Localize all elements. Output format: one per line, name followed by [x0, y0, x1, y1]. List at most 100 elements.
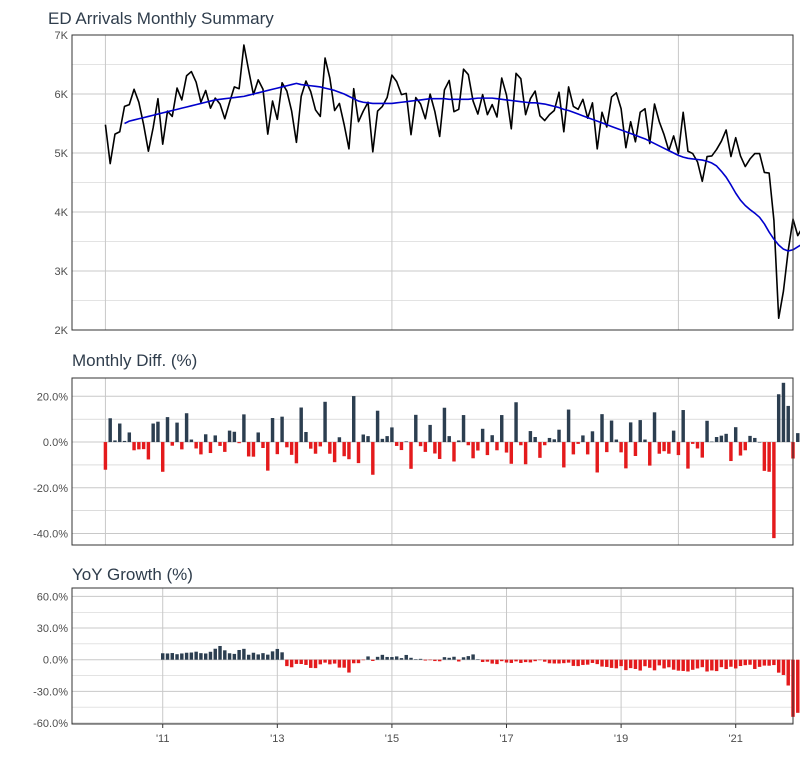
- yoy-growth-bar: [733, 659, 738, 669]
- monthly-diff-bar: [648, 442, 652, 466]
- monthly-diff-bar: [428, 424, 432, 443]
- monthly-diff-bar: [289, 442, 294, 455]
- monthly-diff-bar: [309, 442, 313, 449]
- monthly-diff-bar: [595, 442, 599, 473]
- yoy-growth-bar: [781, 659, 786, 675]
- monthly-diff-bar: [552, 439, 556, 443]
- y-tick-label: 0.0%: [43, 437, 68, 449]
- yoy-growth-bar: [600, 659, 604, 667]
- monthly-diff-bar: [414, 414, 418, 443]
- yoy-growth-bar: [385, 656, 389, 660]
- yoy-growth-bar: [662, 659, 666, 669]
- yoy-growth-bar: [585, 659, 590, 665]
- monthly-diff-bar: [547, 437, 552, 443]
- monthly-diff-bar: [786, 405, 790, 443]
- monthly-diff-bar: [323, 401, 327, 443]
- monthly-diff-bar: [705, 420, 709, 443]
- monthly-diff-bar: [590, 431, 595, 443]
- monthly-diff-bar: [132, 442, 136, 451]
- monthly-diff-bar: [261, 442, 265, 448]
- yoy-growth-bar: [796, 659, 800, 713]
- monthly-diff-bar: [270, 418, 275, 443]
- yoy-growth-bar: [232, 653, 237, 660]
- monthly-diff-bar: [676, 442, 681, 456]
- monthly-diff-bar: [619, 442, 623, 453]
- yoy-growth-bars: [161, 645, 800, 717]
- monthly-diff-bar: [638, 420, 642, 443]
- monthly-diff-bar: [328, 442, 332, 454]
- yoy-growth-bar: [695, 659, 700, 669]
- yoy-growth-bar: [538, 659, 542, 661]
- yoy-growth-bar: [328, 659, 332, 665]
- monthly-diff-bar: [242, 414, 246, 443]
- yoy-growth-bar: [528, 659, 533, 663]
- yoy-growth-bar: [523, 659, 528, 663]
- monthly-diff-bar: [566, 409, 571, 443]
- monthly-diff-bar: [299, 407, 303, 443]
- x-tick-label: '11: [156, 733, 170, 745]
- monthly-diff-bar: [714, 437, 719, 443]
- yoy-growth-bar: [208, 651, 213, 660]
- monthly-diff-bar: [218, 442, 222, 446]
- yoy-growth-bar: [667, 659, 671, 668]
- y-tick-label: -30.0%: [33, 686, 68, 698]
- yoy-growth-bar: [738, 659, 743, 667]
- x-tick-label: '19: [614, 733, 628, 745]
- arrivals-series-line: [104, 44, 800, 320]
- yoy-growth-bar: [199, 653, 203, 660]
- monthly-diff-bar: [581, 435, 585, 443]
- monthly-diff-bar: [347, 442, 351, 460]
- monthly-diff-bar: [189, 439, 194, 443]
- y-tick-label: 7K: [55, 30, 69, 42]
- yoy-growth-bar: [648, 659, 652, 668]
- yoy-growth-bar: [423, 659, 428, 661]
- monthly-diff-bar: [208, 442, 213, 454]
- yoy-growth-bar: [628, 659, 633, 669]
- yoy-growth-bar: [552, 659, 556, 664]
- arrivals-panel-title: ED Arrivals Monthly Summary: [48, 9, 274, 28]
- monthly-diff-bar: [767, 442, 771, 472]
- yoy-growth-bar: [757, 659, 762, 667]
- yoy-growth-bar: [418, 658, 423, 660]
- yoy-growth-bar: [605, 659, 609, 667]
- yoy-growth-bar: [184, 652, 189, 660]
- yoy-growth-bar: [495, 659, 499, 665]
- yoy-growth-bar: [633, 659, 638, 669]
- yoy-growth-bar: [242, 648, 246, 660]
- yoy-growth-bar: [165, 653, 170, 660]
- monthly-diff-bar: [609, 420, 614, 443]
- monthly-diff-bar: [600, 414, 604, 443]
- yoy-growth-bar: [342, 659, 346, 668]
- monthly-diff-bar: [724, 433, 728, 443]
- monthly-diff-bar: [409, 442, 413, 469]
- monthly-diff-bar: [710, 441, 714, 443]
- monthly-diff-bar: [237, 442, 241, 444]
- monthly-diff-bar: [141, 442, 146, 450]
- monthly-diff-bar: [175, 422, 179, 443]
- y-tick-label: -60.0%: [33, 718, 68, 730]
- monthly-diff-bar: [585, 442, 590, 455]
- y-tick-label: -40.0%: [33, 529, 68, 541]
- moving-average-line: [124, 82, 800, 252]
- yoy-growth-bar: [500, 659, 504, 662]
- yoy-growth-panel: YoY Growth (%) -60.0% -30.0% 0.0% 30.0% 60.0…: [33, 565, 800, 745]
- yoy-growth-x-axis: '11 '13 '15 '17 '19 '21: [156, 724, 743, 745]
- monthly-diff-bar: [151, 423, 155, 443]
- y-tick-label: -20.0%: [33, 483, 68, 495]
- monthly-diff-bar: [452, 442, 456, 462]
- y-tick-label: 20.0%: [37, 391, 68, 403]
- yoy-growth-bar: [194, 651, 198, 660]
- yoy-growth-bar: [490, 659, 494, 664]
- monthly-diff-bar: [285, 442, 289, 448]
- yoy-growth-bar: [399, 658, 404, 660]
- monthly-diff-bar: [485, 442, 490, 456]
- yoy-growth-bar: [261, 653, 265, 660]
- monthly-diff-bar: [466, 442, 471, 446]
- monthly-diff-bar: [657, 442, 662, 454]
- monthly-diff-bar: [700, 442, 704, 458]
- monthly-diff-bar: [542, 442, 547, 446]
- yoy-growth-bar: [471, 654, 475, 660]
- monthly-diff-bar: [103, 442, 108, 470]
- monthly-diff-bar: [757, 442, 762, 443]
